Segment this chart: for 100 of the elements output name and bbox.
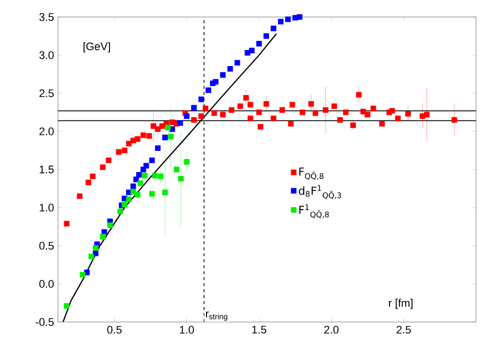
point bbox=[364, 112, 370, 118]
ref-line-label: r$_{string}$ bbox=[206, 312, 228, 321]
x-tick-label: 2.0 bbox=[324, 326, 339, 334]
point bbox=[143, 162, 150, 168]
point bbox=[248, 102, 254, 108]
point bbox=[227, 66, 233, 72]
point bbox=[76, 193, 82, 199]
point bbox=[379, 120, 385, 127]
point bbox=[138, 180, 144, 186]
point bbox=[343, 110, 349, 116]
point bbox=[370, 106, 376, 112]
point bbox=[356, 92, 362, 98]
point bbox=[140, 132, 146, 138]
point bbox=[117, 208, 123, 214]
point bbox=[290, 102, 296, 108]
point bbox=[248, 116, 254, 122]
y-tick-label: 0.0 bbox=[39, 280, 54, 288]
point bbox=[211, 110, 217, 116]
point bbox=[106, 158, 112, 164]
x-tick-label: 0.5 bbox=[107, 326, 122, 334]
point bbox=[134, 192, 140, 198]
x-tick-label: 2.5 bbox=[396, 326, 411, 334]
point bbox=[220, 72, 226, 78]
point bbox=[155, 145, 161, 151]
point bbox=[126, 140, 132, 146]
point bbox=[133, 176, 139, 182]
annotation: [GeV] bbox=[84, 42, 110, 52]
point bbox=[288, 120, 294, 127]
y-tick-label: 2.5 bbox=[39, 89, 54, 98]
point bbox=[162, 190, 168, 196]
point bbox=[142, 172, 148, 178]
point bbox=[122, 148, 128, 154]
point bbox=[191, 117, 197, 123]
point bbox=[270, 116, 276, 122]
point bbox=[322, 107, 328, 113]
point bbox=[100, 164, 106, 170]
point bbox=[279, 107, 285, 113]
point bbox=[165, 124, 171, 130]
y-tick-label: -0.5 bbox=[36, 318, 54, 326]
point bbox=[389, 108, 395, 114]
point bbox=[256, 110, 262, 116]
y-tick-label: 1.5 bbox=[40, 166, 54, 174]
point bbox=[136, 172, 142, 178]
point bbox=[149, 158, 155, 164]
point bbox=[312, 110, 318, 116]
point bbox=[220, 112, 226, 118]
point bbox=[80, 272, 86, 278]
point bbox=[152, 172, 158, 178]
point bbox=[424, 112, 430, 118]
x-tick-label: 1.5 bbox=[252, 326, 266, 334]
point bbox=[270, 26, 276, 32]
point bbox=[452, 117, 458, 123]
point bbox=[126, 196, 132, 202]
point bbox=[84, 270, 90, 276]
x-axis-title: r [fm] bbox=[389, 298, 412, 309]
point bbox=[162, 134, 168, 140]
point bbox=[158, 174, 164, 180]
point bbox=[92, 245, 98, 251]
point bbox=[134, 136, 140, 142]
point bbox=[116, 149, 122, 155]
point bbox=[184, 159, 190, 165]
point bbox=[92, 250, 98, 256]
point bbox=[278, 18, 284, 24]
point bbox=[243, 95, 249, 101]
point bbox=[184, 113, 190, 119]
point bbox=[88, 254, 94, 260]
point bbox=[198, 96, 204, 102]
point bbox=[237, 103, 244, 109]
point bbox=[263, 101, 270, 107]
x-tick-label: 1.0 bbox=[180, 326, 194, 334]
point bbox=[296, 14, 302, 20]
point bbox=[331, 103, 338, 109]
point bbox=[86, 180, 92, 186]
y-tick-label: 2.0 bbox=[39, 128, 54, 136]
point bbox=[337, 117, 343, 123]
point bbox=[212, 79, 218, 85]
point bbox=[285, 16, 291, 22]
point bbox=[177, 120, 184, 126]
point bbox=[90, 174, 96, 180]
point bbox=[198, 113, 204, 119]
point bbox=[308, 101, 314, 107]
point bbox=[234, 60, 240, 66]
point bbox=[100, 234, 106, 240]
point bbox=[300, 110, 306, 116]
point bbox=[249, 48, 255, 54]
y-tick-label: 1.0 bbox=[40, 204, 54, 212]
point bbox=[107, 222, 113, 228]
point bbox=[146, 133, 152, 139]
point bbox=[64, 303, 70, 309]
point bbox=[178, 176, 184, 182]
point bbox=[256, 40, 262, 46]
point bbox=[191, 104, 197, 111]
point bbox=[174, 166, 180, 172]
point bbox=[350, 122, 356, 128]
y-tick-label: 0.5 bbox=[39, 242, 54, 250]
point bbox=[228, 107, 234, 113]
point bbox=[122, 202, 128, 208]
point bbox=[64, 220, 70, 226]
y-tick-label: 3.0 bbox=[39, 51, 54, 60]
point bbox=[168, 134, 174, 140]
